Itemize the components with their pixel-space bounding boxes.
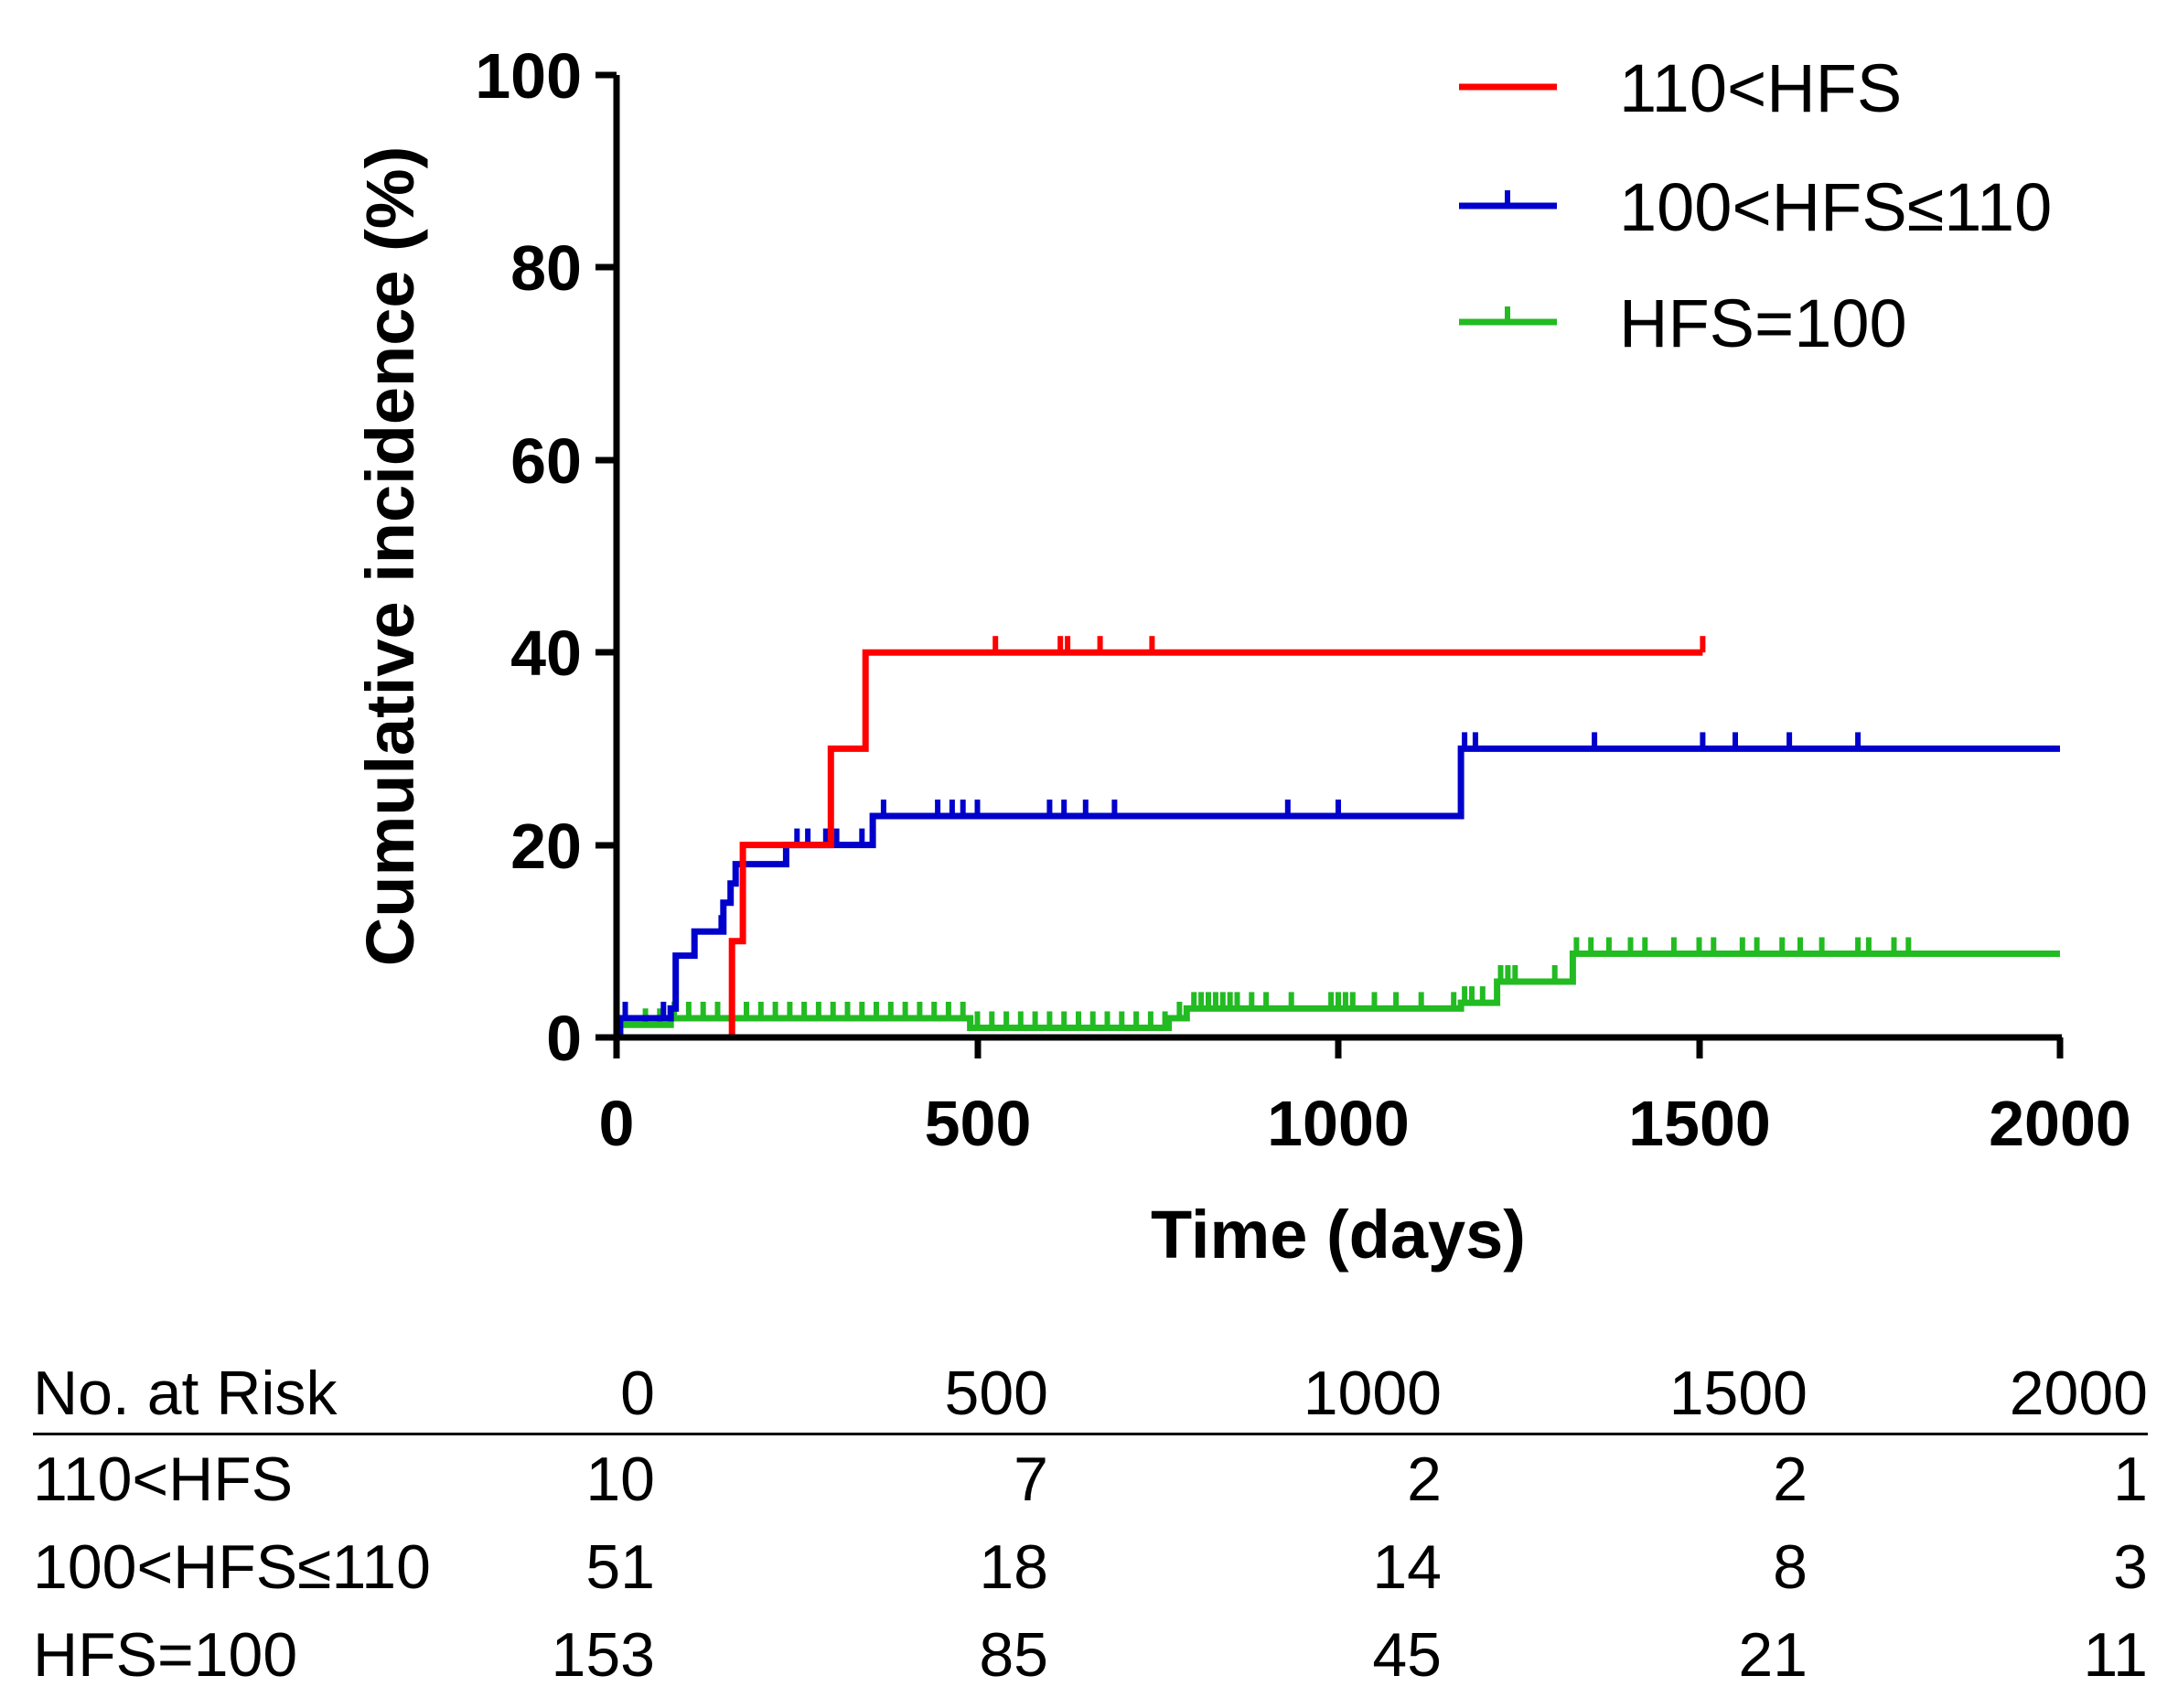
y-axis-title: Cumulative incidence (%): [352, 146, 428, 966]
legend-label-100-110-hfs: 100<HFS≤110: [1619, 169, 2052, 245]
x-tick-label: 2000: [1989, 1088, 2131, 1159]
risk-row-label: 100<HFS≤110: [33, 1532, 431, 1602]
risk-value: 18: [979, 1532, 1048, 1602]
y-tick-label: 60: [510, 425, 582, 497]
risk-header-time: 1000: [1048, 1354, 1442, 1435]
risk-value: 51: [585, 1532, 655, 1602]
risk-row-label: 110<HFS: [33, 1445, 294, 1514]
x-tick-label: 0: [599, 1088, 635, 1159]
risk-row: HFS=100 153 85 45 21 11: [33, 1611, 2148, 1699]
series-line-110-hfs: [617, 649, 1703, 1041]
plot-series: [617, 636, 2060, 1041]
x-axis-title: Time (days): [1151, 1197, 1526, 1273]
risk-table: No. at Risk 0 500 1000 1500 2000 110<HFS…: [33, 1354, 2148, 1699]
risk-value: 45: [1372, 1620, 1442, 1690]
risk-row: 100<HFS≤110 51 18 14 8 3: [33, 1523, 2148, 1611]
y-tick-label: 80: [510, 232, 582, 304]
risk-value: 21: [1738, 1620, 1808, 1690]
x-tick-label: 1500: [1628, 1088, 1771, 1159]
risk-value: 3: [2113, 1532, 2148, 1602]
risk-value: 11: [2083, 1620, 2148, 1690]
risk-header-time: 0: [509, 1354, 655, 1435]
risk-row: 110<HFS 10 7 2 2 1: [33, 1434, 2148, 1524]
x-ticks: 0 500 1000 1500 2000: [599, 1037, 2131, 1159]
legend-label-hfs-100: HFS=100: [1619, 285, 1907, 361]
risk-table-header: No. at Risk 0 500 1000 1500 2000: [33, 1354, 2148, 1435]
legend: 110<HFS 100<HFS≤110 HFS=100: [1459, 50, 2052, 361]
cumulative-incidence-chart: 0 20 40 60 80 100 0 500 1000 1500 2000 T…: [352, 40, 2131, 1273]
risk-row-label: HFS=100: [33, 1620, 298, 1690]
y-tick-label: 100: [475, 40, 582, 112]
risk-value: 2: [1407, 1445, 1442, 1514]
y-tick-label: 40: [510, 618, 582, 689]
risk-value: 2: [1773, 1445, 1808, 1514]
x-tick-label: 500: [925, 1088, 1032, 1159]
risk-header-time: 1500: [1442, 1354, 1808, 1435]
y-tick-label: 20: [510, 811, 582, 882]
risk-header-time: 500: [655, 1354, 1048, 1435]
risk-value: 14: [1372, 1532, 1442, 1602]
risk-value: 7: [1014, 1445, 1048, 1514]
risk-header-time: 2000: [1808, 1354, 2148, 1435]
risk-value: 153: [551, 1620, 655, 1690]
y-ticks: 0 20 40 60 80 100: [475, 40, 617, 1074]
risk-header-label: No. at Risk: [33, 1354, 509, 1435]
y-tick-label: 0: [546, 1003, 582, 1074]
x-tick-label: 1000: [1267, 1088, 1410, 1159]
legend-label-110-hfs: 110<HFS: [1619, 50, 1902, 126]
risk-value: 85: [979, 1620, 1048, 1690]
risk-value: 8: [1773, 1532, 1808, 1602]
series-line-100-hfs-110: [617, 745, 2060, 1041]
risk-value: 10: [585, 1445, 655, 1514]
risk-value: 1: [2113, 1445, 2148, 1514]
